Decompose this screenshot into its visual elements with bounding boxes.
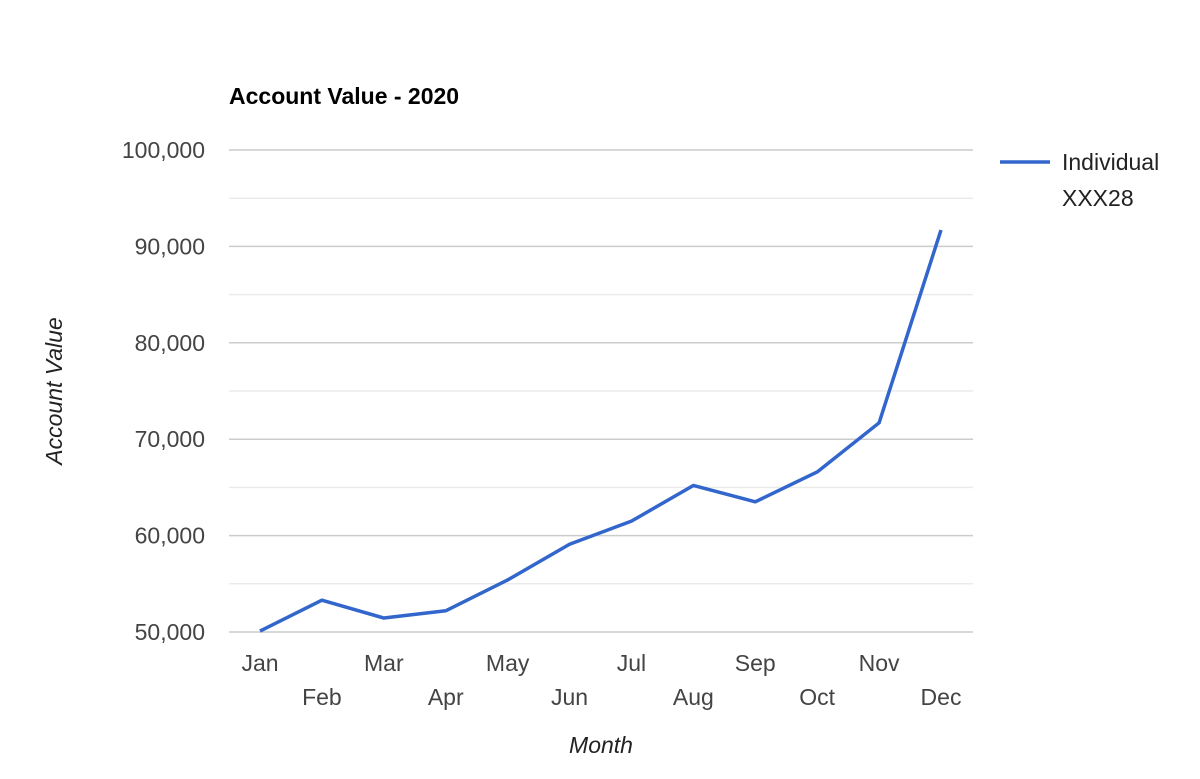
y-tick-label: 70,000 (135, 426, 205, 452)
x-tick-label: Oct (799, 684, 835, 710)
x-tick-label: Feb (302, 684, 342, 710)
x-tick-label: Jan (241, 650, 278, 676)
x-tick-label: Aug (673, 684, 714, 710)
y-tick-label: 50,000 (135, 619, 205, 645)
legend-label: Individual (1062, 149, 1159, 175)
x-tick-label: Jun (551, 684, 588, 710)
x-tick-label: Mar (364, 650, 404, 676)
series-line (259, 229, 943, 633)
x-tick-label: May (486, 650, 530, 676)
x-axis-label: Month (569, 732, 633, 758)
legend: Individual XXX28 (1000, 149, 1159, 211)
x-tick-label: Nov (859, 650, 900, 676)
y-tick-label: 60,000 (135, 523, 205, 549)
x-tick-label: Dec (921, 684, 962, 710)
x-tick-label: Apr (428, 684, 464, 710)
y-tick-label: 90,000 (135, 233, 205, 259)
x-tick-label: Jul (617, 650, 646, 676)
y-tick-label: 80,000 (135, 330, 205, 356)
legend-label: XXX28 (1062, 185, 1134, 211)
chart-title: Account Value - 2020 (229, 83, 459, 109)
y-tick-label: 100,000 (122, 137, 205, 163)
y-axis-label: Account Value (41, 317, 67, 466)
x-tick-label: Sep (735, 650, 776, 676)
